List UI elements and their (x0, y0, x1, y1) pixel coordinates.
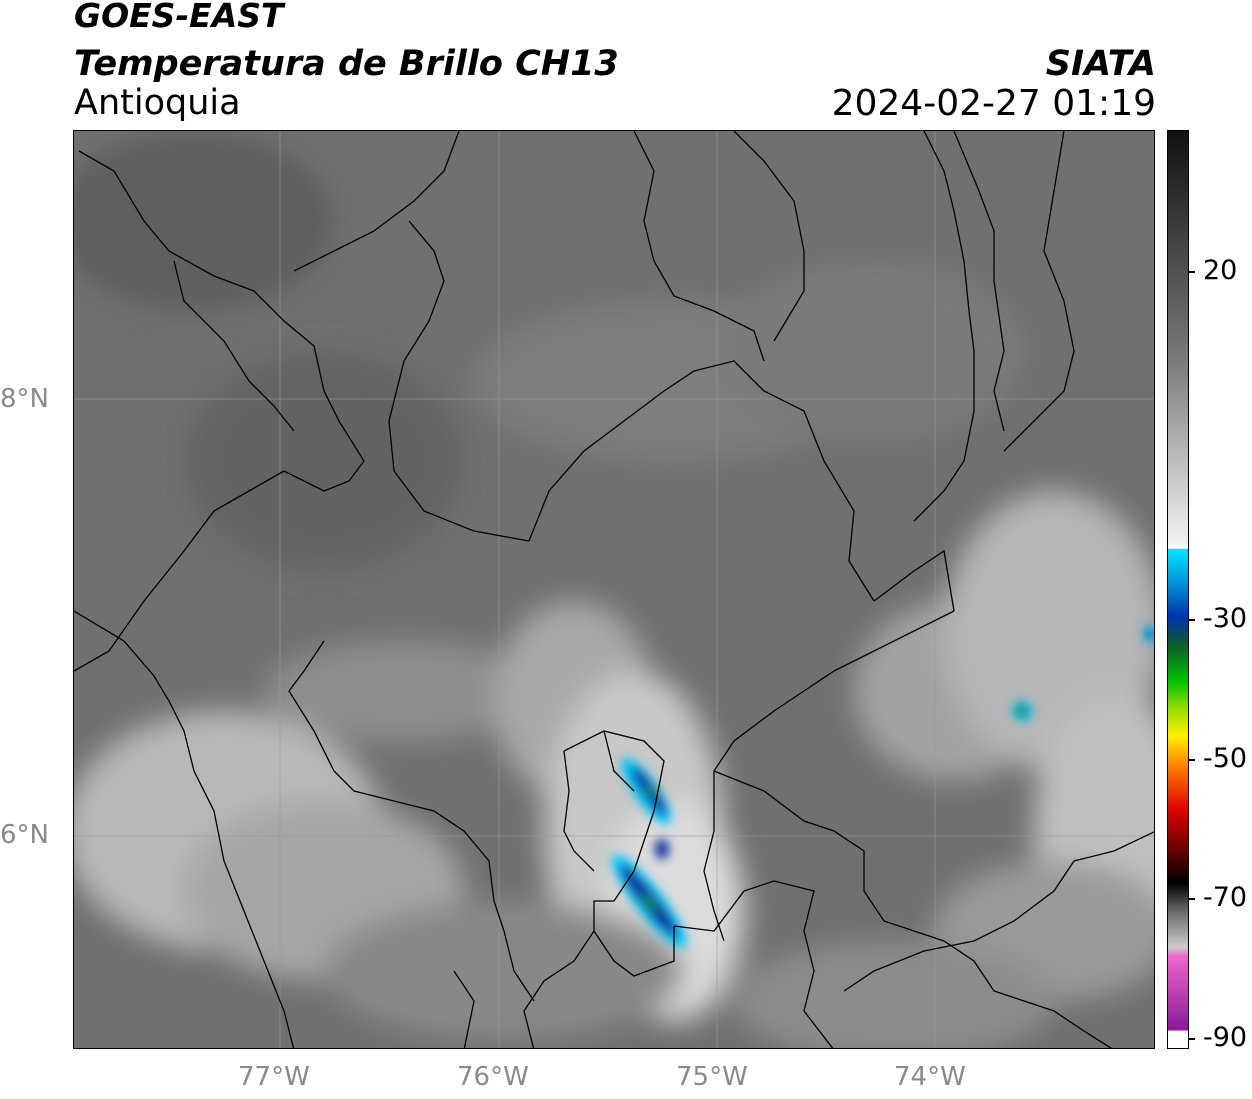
colorbar (1167, 130, 1189, 1049)
colorbar-label-20: 20 (1203, 255, 1238, 286)
lat-label-8n: 8°N (0, 384, 49, 414)
map-canvas (74, 131, 1154, 1048)
border-lines (74, 131, 1154, 1048)
lon-label-75w: 75°W (676, 1062, 748, 1092)
colorbar-label-neg30: -30 (1203, 603, 1248, 634)
timestamp-label: 2024-02-27 01:19 (831, 83, 1156, 124)
lat-label-6n: 6°N (0, 820, 49, 850)
grid-lines (74, 131, 1154, 1048)
lon-label-77w: 77°W (238, 1062, 310, 1092)
colorbar-tick (1189, 271, 1195, 273)
colorbar-tick (1189, 898, 1195, 900)
satellite-title: GOES-EAST (74, 0, 284, 35)
colorbar-tick (1189, 759, 1195, 761)
colorbar-label-neg90: -90 (1203, 1022, 1248, 1053)
product-title: Temperatura de Brillo CH13 (74, 44, 619, 84)
colorbar-tick (1189, 619, 1195, 621)
convective-cores (611, 625, 1154, 948)
region-label: Antioquia (74, 83, 241, 123)
colorbar-label-neg50: -50 (1203, 743, 1248, 774)
lon-label-74w: 74°W (894, 1062, 966, 1092)
organization-label: SIATA (1045, 44, 1156, 84)
colorbar-label-neg70: -70 (1203, 882, 1248, 913)
lon-label-76w: 76°W (457, 1062, 529, 1092)
colorbar-tick (1189, 1038, 1195, 1040)
satellite-map[interactable] (73, 130, 1155, 1049)
